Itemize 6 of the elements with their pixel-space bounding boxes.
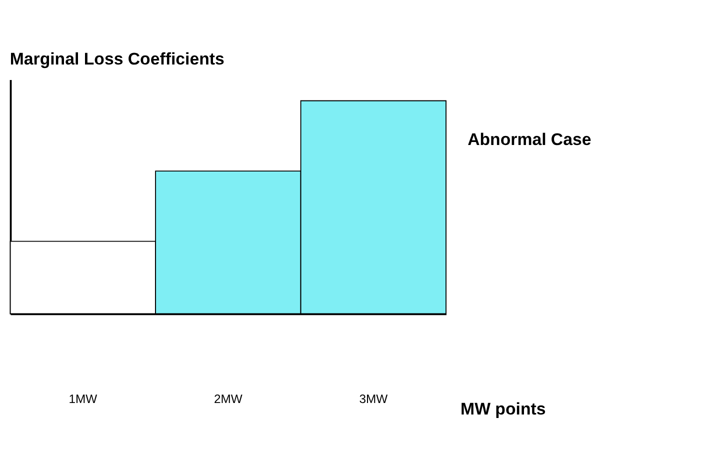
x-tick-label: 3MW <box>359 392 388 406</box>
x-tick-label: 2MW <box>214 392 243 406</box>
chart-title: Marginal Loss Coefficients <box>10 49 224 68</box>
text: Abnormal Case <box>468 130 592 150</box>
x-tick-label: 1MW <box>68 392 98 406</box>
x-axis-title: MW points <box>460 399 546 418</box>
